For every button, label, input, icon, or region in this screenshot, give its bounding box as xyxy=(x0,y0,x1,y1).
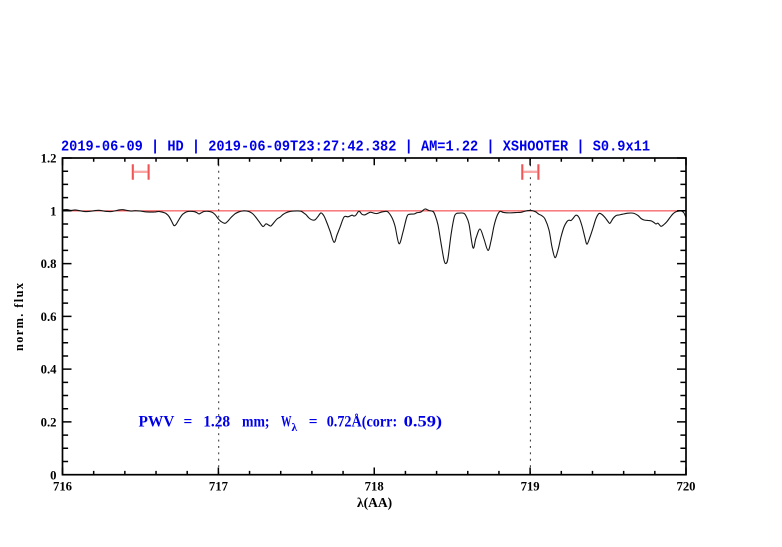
svg-text:=: = xyxy=(184,414,193,431)
svg-text:719: 719 xyxy=(521,479,540,493)
svg-text:1: 1 xyxy=(50,204,56,218)
svg-text:λ(AA): λ(AA) xyxy=(357,495,392,510)
svg-text:0.59): 0.59) xyxy=(404,414,443,431)
svg-text:718: 718 xyxy=(365,479,384,493)
svg-text:0.6: 0.6 xyxy=(41,310,57,324)
svg-text:=: = xyxy=(309,414,318,431)
svg-text:0.2: 0.2 xyxy=(41,416,57,430)
svg-text:720: 720 xyxy=(676,479,695,493)
svg-text:0.4: 0.4 xyxy=(41,363,58,377)
svg-text:2019-06-09 | HD | 2019-06-09T2: 2019-06-09 | HD | 2019-06-09T23:27:42.38… xyxy=(61,137,650,155)
svg-text:PWV: PWV xyxy=(139,414,175,431)
svg-text:mm;: mm; xyxy=(242,414,270,431)
svg-text:717: 717 xyxy=(209,479,229,493)
svg-text:0.72Å(corr:: 0.72Å(corr: xyxy=(327,414,398,431)
svg-text:1.2: 1.2 xyxy=(41,152,57,166)
svg-text:0.8: 0.8 xyxy=(41,257,57,271)
svg-text:1.28: 1.28 xyxy=(203,414,230,431)
svg-text:norm. flux: norm. flux xyxy=(12,282,26,351)
svg-text:716: 716 xyxy=(53,479,72,493)
svg-text:W: W xyxy=(281,414,292,431)
svg-text:0: 0 xyxy=(50,468,56,482)
svg-text:λ: λ xyxy=(292,422,298,434)
